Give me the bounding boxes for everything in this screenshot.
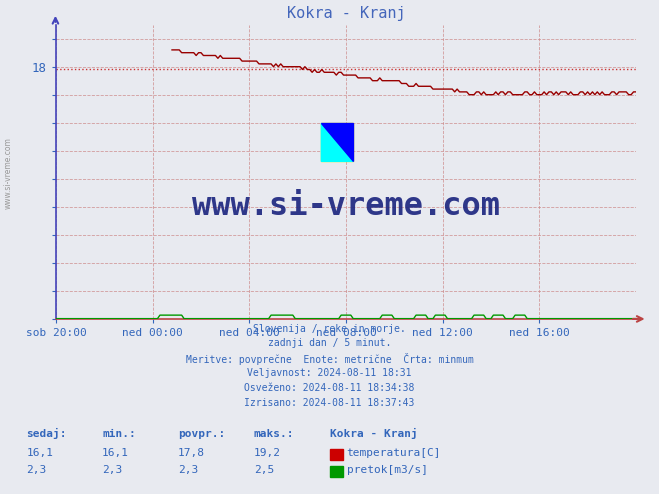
Text: temperatura[C]: temperatura[C] xyxy=(347,448,441,458)
Text: Izrisano: 2024-08-11 18:37:43: Izrisano: 2024-08-11 18:37:43 xyxy=(244,398,415,408)
Text: 2,3: 2,3 xyxy=(178,465,198,475)
Text: 19,2: 19,2 xyxy=(254,448,281,458)
Text: 16,1: 16,1 xyxy=(102,448,129,458)
Title: Kokra - Kranj: Kokra - Kranj xyxy=(287,6,405,21)
Text: www.si-vreme.com: www.si-vreme.com xyxy=(192,192,500,222)
Text: 17,8: 17,8 xyxy=(178,448,205,458)
Text: Kokra - Kranj: Kokra - Kranj xyxy=(330,428,417,439)
Bar xyxy=(322,123,353,162)
Text: 16,1: 16,1 xyxy=(26,448,53,458)
Text: pretok[m3/s]: pretok[m3/s] xyxy=(347,465,428,475)
Text: Veljavnost: 2024-08-11 18:31: Veljavnost: 2024-08-11 18:31 xyxy=(247,368,412,378)
Text: povpr.:: povpr.: xyxy=(178,429,225,439)
Text: Meritve: povprečne  Enote: metrične  Črta: minmum: Meritve: povprečne Enote: metrične Črta:… xyxy=(186,353,473,365)
Polygon shape xyxy=(322,123,353,162)
Text: zadnji dan / 5 minut.: zadnji dan / 5 minut. xyxy=(268,338,391,348)
Text: 2,3: 2,3 xyxy=(102,465,123,475)
Text: 2,5: 2,5 xyxy=(254,465,274,475)
Text: www.si-vreme.com: www.si-vreme.com xyxy=(3,137,13,209)
Text: min.:: min.: xyxy=(102,429,136,439)
Text: 2,3: 2,3 xyxy=(26,465,47,475)
Polygon shape xyxy=(322,123,353,162)
Text: Slovenija / reke in morje.: Slovenija / reke in morje. xyxy=(253,324,406,333)
Text: sedaj:: sedaj: xyxy=(26,428,67,439)
Text: maks.:: maks.: xyxy=(254,429,294,439)
Text: Osveženo: 2024-08-11 18:34:38: Osveženo: 2024-08-11 18:34:38 xyxy=(244,383,415,393)
